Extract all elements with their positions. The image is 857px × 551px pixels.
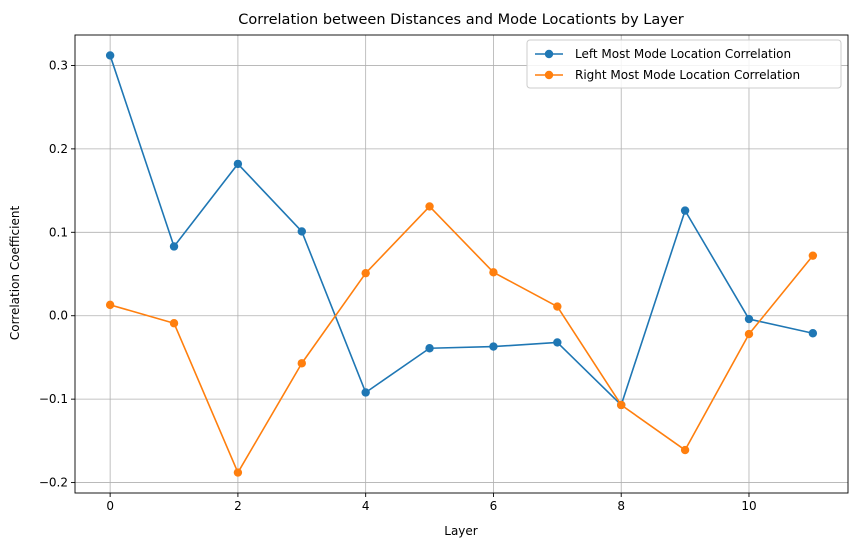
grid: [75, 35, 848, 493]
x-tick-label: 0: [106, 499, 114, 513]
series-line: [109, 55, 814, 406]
data-point: [489, 342, 498, 351]
x-tick-label: 6: [490, 499, 498, 513]
series-group: [105, 51, 818, 477]
data-point: [105, 51, 115, 60]
y-tick-label: −0.2: [39, 476, 68, 490]
y-axis-label: Correlation Coefficient: [8, 206, 22, 341]
y-tick-label: 0.0: [49, 309, 68, 323]
data-point: [361, 388, 370, 397]
y-tick-label: −0.1: [39, 392, 68, 406]
plot-frame: [74, 34, 849, 494]
chart-title: Correlation between Distances and Mode L…: [238, 12, 683, 28]
data-point: [489, 268, 498, 277]
ticks: 0 2 4 6 8 10 −0.2 −0.1 0.0 0.1 0.2 0.3: [39, 58, 757, 513]
legend-marker: [544, 49, 554, 59]
legend-item-1: Left Most Mode Location Correlation: [535, 47, 791, 61]
data-point: [808, 329, 818, 338]
data-point: [808, 251, 818, 260]
series-2: [105, 202, 818, 477]
data-point: [553, 338, 562, 347]
data-point: [105, 300, 115, 310]
data-point: [680, 206, 690, 215]
x-tick-label: 10: [741, 499, 756, 513]
x-tick-label: 2: [234, 499, 242, 513]
y-tick-label: 0.3: [49, 58, 68, 72]
legend-item-2: Right Most Mode Location Correlation: [535, 68, 800, 82]
legend-label: Right Most Mode Location Correlation: [575, 68, 800, 82]
y-tick-label: 0.1: [49, 225, 68, 239]
series-1: [105, 51, 818, 410]
x-axis-label: Layer: [444, 524, 478, 538]
data-point: [297, 359, 306, 368]
legend-box: [526, 39, 842, 89]
legend-label: Left Most Mode Location Correlation: [575, 47, 791, 61]
legend-marker: [544, 70, 554, 80]
data-point: [297, 227, 306, 236]
x-tick-label: 8: [617, 499, 625, 513]
axes: [74, 34, 849, 494]
data-point: [361, 268, 370, 278]
legend: Left Most Mode Location Correlation Right…: [526, 39, 842, 89]
data-point: [169, 242, 179, 251]
y-tick-label: 0.2: [49, 142, 68, 156]
data-point: [680, 445, 690, 455]
x-tick-label: 4: [362, 499, 370, 513]
data-point: [553, 302, 562, 311]
data-point: [169, 319, 179, 328]
data-point: [617, 400, 626, 410]
data-point: [233, 159, 243, 169]
series-line: [109, 205, 814, 474]
data-point: [233, 468, 243, 477]
data-point: [425, 202, 434, 211]
data-point: [744, 314, 754, 324]
data-point: [744, 329, 754, 339]
data-point: [425, 344, 434, 353]
